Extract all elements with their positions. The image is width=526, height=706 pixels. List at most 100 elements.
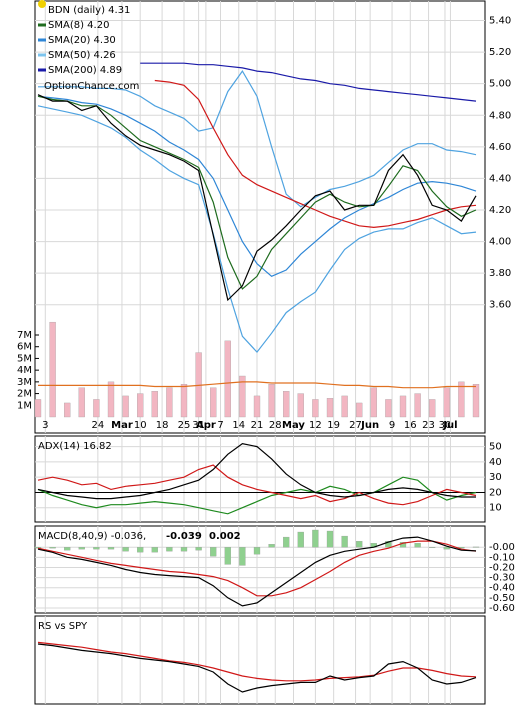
y-tick-label: -0.50: [489, 593, 515, 604]
y-tick-label: 3.60: [489, 300, 511, 311]
y2-tick-label: 5M: [17, 353, 32, 364]
bar: [137, 547, 144, 553]
bar: [93, 547, 100, 550]
bar: [443, 547, 450, 550]
x-tick-label: Apr: [196, 420, 216, 431]
x-tick-label: 7: [217, 420, 223, 431]
y-tick-label: -0.30: [489, 573, 515, 584]
y-tick-label: 50: [489, 442, 502, 453]
bar: [195, 547, 202, 551]
title-icon: [38, 0, 46, 8]
bar: [356, 402, 363, 418]
series-line: [37, 540, 477, 597]
series-line: [37, 643, 477, 693]
bar: [341, 535, 348, 548]
bar: [151, 391, 158, 418]
y-tick-label: -0.00: [489, 542, 515, 553]
bar: [385, 540, 392, 548]
bar: [443, 387, 450, 418]
bar: [224, 340, 231, 418]
bar: [180, 547, 188, 552]
watermark: OptionChance.com: [44, 81, 139, 92]
y-tick-label: 5.40: [489, 16, 511, 27]
series-line: [37, 442, 476, 500]
bar: [137, 393, 144, 418]
series-line: [37, 94, 477, 302]
y-tick-label: 4.20: [489, 205, 511, 216]
panel-frame: [34, 615, 486, 705]
x-tick-label: 12: [309, 420, 322, 431]
y-tick-label: -0.60: [489, 603, 515, 614]
x-tick-label: 28: [269, 420, 282, 431]
bar: [224, 547, 231, 565]
y2-tick-label: 3M: [17, 377, 32, 388]
bar: [166, 547, 173, 552]
legend-label: SMA(50) 4.26: [48, 50, 116, 61]
y2-tick-label: 4M: [17, 365, 32, 376]
bar: [472, 546, 480, 548]
bar: [93, 399, 100, 418]
x-tick-label: May: [282, 420, 305, 431]
bar: [122, 547, 129, 552]
x-tick-label: 27: [349, 420, 362, 431]
bar: [78, 547, 85, 550]
bar: [239, 375, 246, 418]
series-line: [38, 381, 476, 389]
y-tick-label: 5.00: [489, 79, 511, 90]
panel-title-hist: 0.002: [209, 531, 241, 542]
x-tick-label: 24: [91, 420, 104, 431]
y-tick-label: 30: [489, 472, 502, 483]
bar: [210, 387, 217, 418]
x-tick-label: 30: [439, 420, 452, 431]
panel-title: MACD(8,40,9) -0.036,: [38, 531, 146, 542]
bar: [370, 387, 377, 418]
bar: [49, 547, 56, 549]
x-tick-label: 10: [134, 420, 147, 431]
series-line: [37, 476, 477, 515]
bar: [414, 543, 421, 548]
bar: [122, 395, 129, 418]
y-tick-label: 4.40: [489, 173, 511, 184]
bar: [34, 399, 42, 418]
bar: [414, 393, 421, 418]
series-line: [37, 464, 477, 506]
x-tick-label: 23: [422, 420, 435, 431]
bar: [326, 530, 334, 548]
bar: [326, 398, 334, 418]
x-tick-label: Jun: [360, 420, 379, 431]
bar: [253, 547, 261, 555]
legend-label: SMA(8) 4.20: [48, 20, 109, 31]
chart-title: BDN (daily) 4.31: [48, 5, 130, 16]
y-tick-label: 40: [489, 457, 502, 468]
series-line: [37, 641, 477, 682]
legend-label: SMA(20) 4.30: [48, 35, 116, 46]
bar: [472, 384, 480, 418]
y-tick-label: -0.40: [489, 583, 515, 594]
x-tick-label: 3: [42, 420, 48, 431]
panel-frame: [34, 525, 486, 614]
bar: [341, 395, 348, 418]
bar: [283, 391, 290, 418]
y2-tick-label: 2M: [17, 389, 32, 400]
series-line: [38, 69, 477, 208]
bar: [180, 384, 188, 418]
bar: [64, 547, 71, 551]
y-tick-label: 4.00: [489, 237, 511, 248]
bar: [385, 399, 392, 418]
y-tick-label: 3.80: [489, 268, 511, 279]
y-tick-label: 4.80: [489, 110, 511, 121]
bar: [458, 381, 465, 418]
series-line: [37, 105, 477, 354]
bar: [210, 547, 217, 557]
x-tick-label: 16: [404, 420, 417, 431]
legend-label: SMA(200) 4.89: [48, 65, 122, 76]
series-line: [37, 95, 477, 290]
bar: [253, 395, 261, 418]
bar: [151, 547, 158, 553]
bar: [107, 381, 115, 418]
panel-title: ADX(14) 16.82: [38, 441, 112, 452]
bar: [268, 544, 275, 548]
bar: [399, 395, 407, 418]
y2-tick-label: 1M: [17, 400, 32, 411]
